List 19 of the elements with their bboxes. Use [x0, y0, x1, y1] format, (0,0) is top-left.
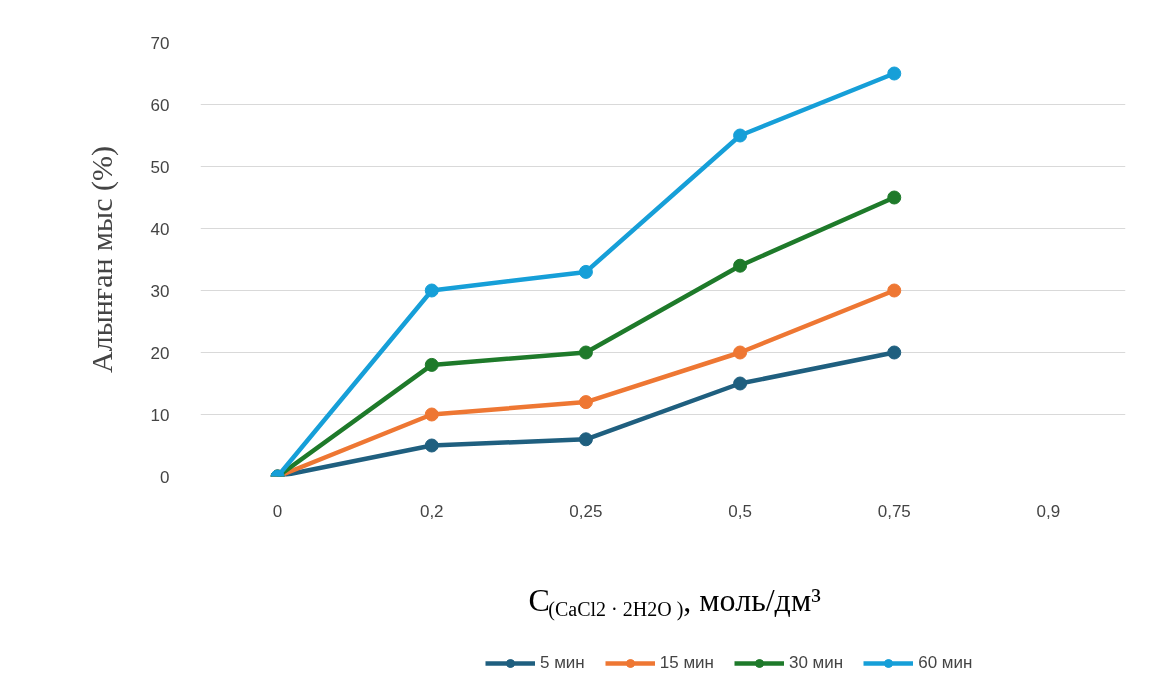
legend-label: 30 мин	[788, 653, 844, 673]
legend-label: 15 мин	[659, 653, 714, 673]
legend-label: 60 мин	[918, 653, 973, 673]
y-tick-label: 10	[150, 405, 170, 425]
x-tick-label: 0,75	[877, 501, 911, 521]
legend-label: 5 мин	[540, 653, 585, 673]
y-tick-label: 70	[150, 33, 170, 53]
y-tick-label: 20	[150, 343, 170, 363]
x-tick-label: 0	[272, 501, 283, 521]
y-tick-label: 40	[150, 219, 170, 239]
y-axis-title: Алынған мыс (%)	[84, 146, 119, 373]
x-tick-label: 0,9	[1036, 501, 1061, 521]
x-tick-label: 0,2	[419, 501, 444, 521]
y-tick-label: 0	[160, 467, 170, 487]
x-tick-label: 0,25	[569, 501, 603, 521]
y-tick-label: 60	[150, 95, 170, 115]
x-tick-label: 0,5	[728, 501, 752, 521]
y-tick-label: 50	[150, 157, 170, 177]
y-tick-label: 30	[150, 281, 170, 301]
